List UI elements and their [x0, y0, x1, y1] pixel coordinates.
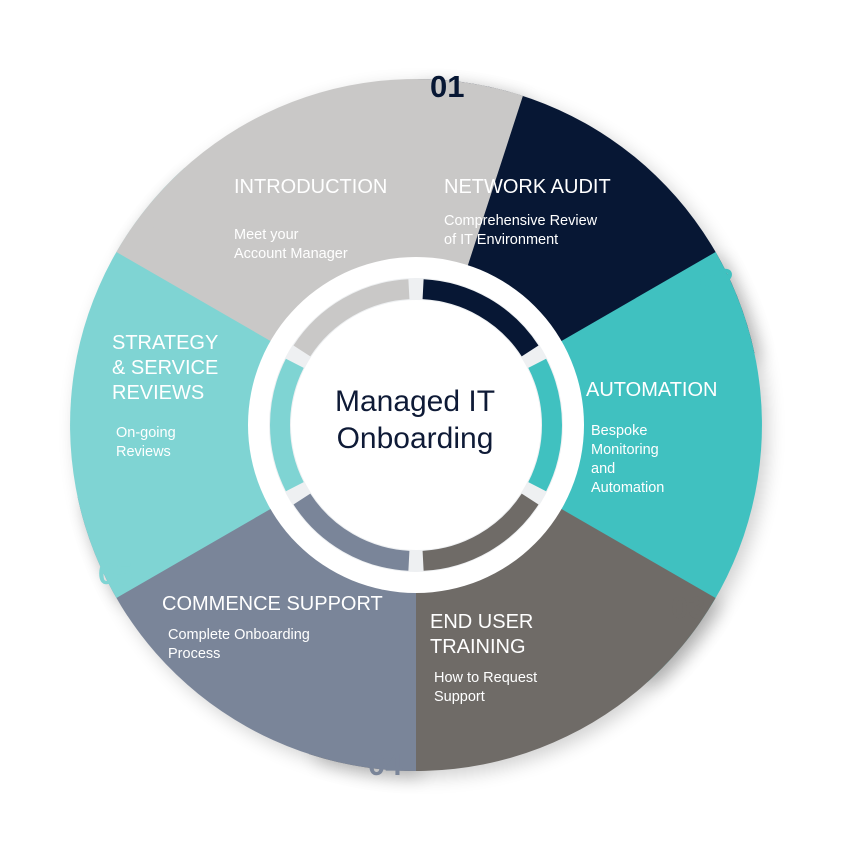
desc-line: Account Manager [234, 246, 348, 262]
title-line: REVIEWS [112, 382, 205, 404]
step-number-01: 01 [430, 69, 465, 104]
step-number-04: 04 [368, 747, 403, 782]
ring-segment-commence-support [270, 358, 304, 492]
petal-commence-support [70, 167, 417, 598]
step-desc-commence-support: Complete Onboarding Process [168, 626, 310, 664]
desc-line: and [591, 461, 616, 477]
desc-line: Support [434, 689, 485, 705]
ring-segment-end-user-training [293, 493, 410, 571]
ring-segment-automation [422, 493, 539, 571]
title-line: END USER [430, 611, 534, 633]
center-title-line2: Onboarding [336, 422, 494, 455]
title-line: & SERVICE [112, 357, 219, 379]
step-desc-introduction: Meet your Account Manager [234, 226, 348, 264]
inner-ring [248, 257, 584, 593]
desc-line: Reviews [116, 444, 171, 460]
desc-line: Comprehensive Review [444, 213, 598, 229]
step-number-06: 06 [127, 221, 162, 256]
step-number-03: 03 [671, 590, 706, 625]
step-title-commence-support: COMMENCE SUPPORT [162, 593, 383, 615]
step-desc-end-user-training: How to Request Support [434, 669, 537, 707]
step-title-automation: AUTOMATION [586, 379, 718, 401]
ring-segment-strategy-service-reviews [293, 279, 410, 357]
desc-line: of IT Environment [444, 232, 559, 248]
step-title-end-user-training: END USER TRAINING [430, 610, 533, 660]
desc-line: Monitoring [591, 442, 659, 458]
ring-segment-network-audit [528, 358, 562, 492]
step-desc-strategy-service-reviews: On-going Reviews [116, 424, 176, 462]
step-number-02: 02 [699, 262, 734, 297]
desc-line: On-going [116, 425, 176, 441]
title-line: STRATEGY [112, 332, 219, 354]
petal-network-audit [416, 252, 762, 683]
step-desc-network-audit: Comprehensive Review of IT Environment [444, 212, 597, 250]
step-title-network-audit: NETWORK AUDIT [444, 176, 611, 198]
desc-line: Meet your [234, 227, 299, 243]
center-disc [248, 257, 584, 593]
desc-line: Automation [591, 480, 665, 496]
title-line: TRAINING [430, 636, 526, 658]
center-title: Managed IT Onboarding [305, 383, 525, 457]
desc-line: Process [168, 646, 221, 662]
desc-line: Bespoke [591, 423, 648, 439]
desc-line: Complete Onboarding [168, 627, 310, 643]
step-title-strategy-service-reviews: STRATEGY & SERVICE REVIEWS [112, 331, 218, 406]
desc-line: How to Request [434, 670, 538, 686]
center-title-line1: Managed IT [334, 385, 496, 418]
ring-segment-introduction [422, 279, 539, 357]
step-desc-automation: Bespoke Monitoring and Automation [591, 422, 664, 498]
step-number-05: 05 [98, 556, 133, 591]
step-title-introduction: INTRODUCTION [234, 176, 388, 198]
